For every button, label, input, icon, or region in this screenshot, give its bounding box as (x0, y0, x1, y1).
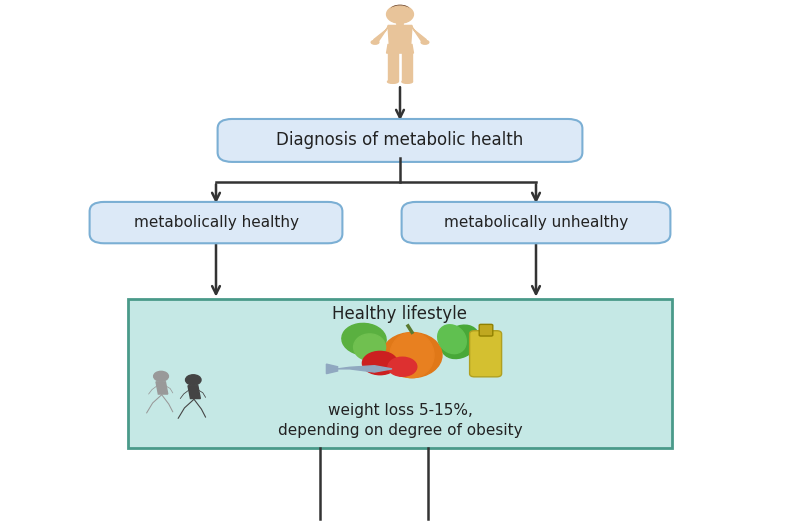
FancyBboxPatch shape (479, 324, 493, 336)
FancyBboxPatch shape (470, 331, 502, 377)
Ellipse shape (342, 323, 386, 355)
Polygon shape (397, 23, 403, 24)
Ellipse shape (371, 40, 379, 44)
Polygon shape (402, 53, 412, 81)
Circle shape (388, 357, 417, 376)
Ellipse shape (441, 325, 479, 358)
Polygon shape (388, 25, 412, 47)
Ellipse shape (392, 10, 408, 19)
Ellipse shape (354, 334, 386, 360)
Polygon shape (388, 53, 398, 81)
Circle shape (386, 5, 414, 23)
Circle shape (186, 375, 201, 385)
Polygon shape (156, 382, 168, 394)
Text: metabolically healthy: metabolically healthy (134, 215, 298, 230)
Ellipse shape (391, 5, 409, 14)
Ellipse shape (438, 325, 466, 354)
Text: weight loss 5-15%,
depending on degree of obesity: weight loss 5-15%, depending on degree o… (278, 403, 522, 438)
Ellipse shape (387, 80, 398, 83)
Circle shape (154, 372, 169, 381)
Ellipse shape (382, 333, 442, 377)
Polygon shape (386, 45, 414, 53)
Text: Diagnosis of metabolic health: Diagnosis of metabolic health (276, 131, 524, 149)
FancyBboxPatch shape (402, 202, 670, 243)
Polygon shape (326, 364, 338, 374)
Ellipse shape (390, 333, 434, 377)
Text: Healthy lifestyle: Healthy lifestyle (333, 305, 467, 323)
Circle shape (362, 351, 398, 375)
Polygon shape (338, 366, 392, 372)
FancyBboxPatch shape (90, 202, 342, 243)
Ellipse shape (402, 80, 413, 83)
FancyBboxPatch shape (128, 299, 672, 448)
FancyBboxPatch shape (218, 119, 582, 162)
Text: metabolically unhealthy: metabolically unhealthy (444, 215, 628, 230)
Polygon shape (188, 386, 200, 399)
Polygon shape (411, 26, 426, 42)
Circle shape (387, 6, 413, 23)
Polygon shape (374, 26, 389, 42)
Ellipse shape (421, 40, 429, 44)
